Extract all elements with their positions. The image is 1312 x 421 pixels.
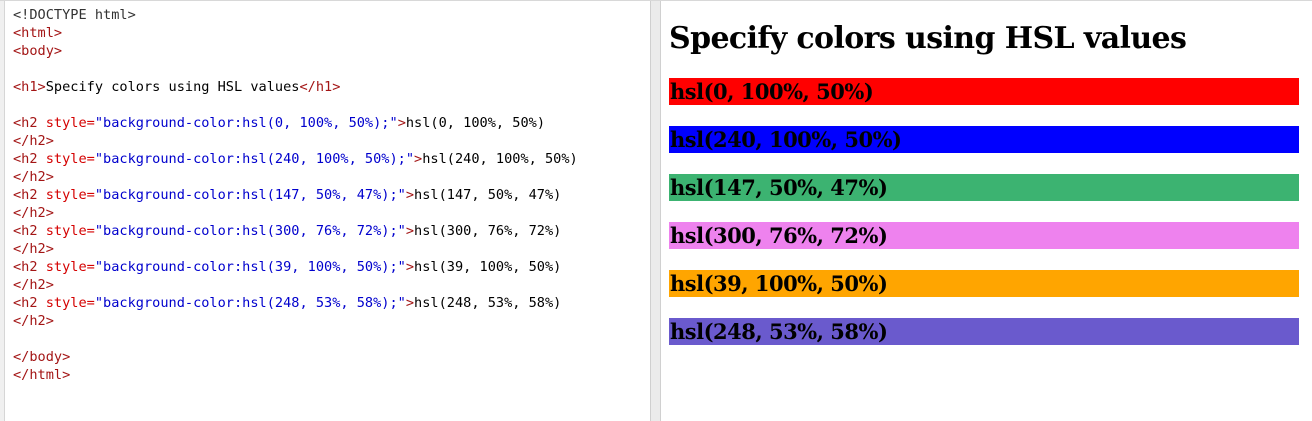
- code-token-tag: </h2>: [13, 133, 54, 149]
- code-token-text: hsl(248, 53%, 58%): [414, 295, 562, 311]
- code-token-text: hsl(0, 100%, 50%): [405, 115, 546, 131]
- code-line: </h2>: [13, 276, 578, 294]
- code-token-tag: <h2: [13, 115, 38, 131]
- code-token-val: "background-color:hsl(240, 100%, 50%);": [94, 151, 415, 167]
- code-token-tag: </h1>: [299, 79, 341, 95]
- code-token-tag: <body>: [13, 43, 63, 59]
- code-token-tag: </body>: [13, 349, 71, 365]
- code-token-val: "background-color:hsl(300, 76%, 72%);": [94, 223, 406, 239]
- code-token-tag: >: [397, 115, 406, 131]
- code-token-text: hsl(147, 50%, 47%): [414, 187, 562, 203]
- code-token-text: hsl(240, 100%, 50%): [422, 151, 578, 167]
- code-token-tag: </h2>: [13, 205, 54, 221]
- code-editor-text[interactable]: <!DOCTYPE html> <html> <body> <h1>Specify …: [13, 6, 578, 384]
- code-token-attr: style=: [37, 115, 95, 131]
- color-swatch: hsl(240, 100%, 50%): [669, 126, 1299, 153]
- code-line: <h1>Specify colors using HSL values</h1>: [13, 78, 578, 96]
- code-line: <html>: [13, 24, 578, 42]
- result-heading: Specify colors using HSL values: [669, 21, 1187, 56]
- result-pane: Specify colors using HSL values hsl(0, 1…: [661, 1, 1312, 421]
- code-token-tag: >: [405, 259, 415, 275]
- code-line: [13, 60, 578, 78]
- code-token-tag: <h2: [13, 259, 38, 275]
- code-line: </h2>: [13, 240, 578, 258]
- code-line: </h2>: [13, 132, 578, 150]
- code-line: <h2 style="background-color:hsl(248, 53%…: [13, 294, 578, 312]
- color-swatch: hsl(147, 50%, 47%): [669, 174, 1299, 201]
- code-token-tag: <h2: [13, 151, 38, 167]
- code-line: [13, 96, 578, 114]
- code-token-tag: >: [405, 187, 415, 203]
- code-token-tag: <h2: [13, 295, 38, 311]
- code-line: <body>: [13, 42, 578, 60]
- code-token-text: hsl(300, 76%, 72%): [414, 223, 562, 239]
- code-token-attr: style=: [37, 223, 95, 239]
- code-token-val: "background-color:hsl(0, 100%, 50%);": [94, 115, 398, 131]
- code-token-attr: style=: [37, 151, 95, 167]
- code-editor-pane[interactable]: <!DOCTYPE html> <html> <body> <h1>Specify …: [4, 1, 651, 421]
- code-line: <h2 style="background-color:hsl(0, 100%,…: [13, 114, 578, 132]
- color-swatch: hsl(39, 100%, 50%): [669, 270, 1299, 297]
- code-line: </h2>: [13, 168, 578, 186]
- code-token-text: Specify colors using HSL values: [45, 79, 300, 95]
- code-line: <h2 style="background-color:hsl(240, 100…: [13, 150, 578, 168]
- code-token-val: "background-color:hsl(147, 50%, 47%);": [94, 187, 406, 203]
- code-token-tag: <html>: [13, 25, 63, 41]
- color-swatch: hsl(248, 53%, 58%): [669, 318, 1299, 345]
- code-line: </h2>: [13, 312, 578, 330]
- code-token-text: hsl(39, 100%, 50%): [414, 259, 562, 275]
- code-token-doctype: <!DOCTYPE html>: [13, 7, 136, 23]
- code-token-attr: style=: [37, 259, 95, 275]
- code-token-attr: style=: [37, 295, 95, 311]
- code-token-tag: <h1>: [13, 79, 46, 95]
- color-swatch: hsl(300, 76%, 72%): [669, 222, 1299, 249]
- code-token-tag: </h2>: [13, 313, 54, 329]
- code-line: <!DOCTYPE html>: [13, 6, 578, 24]
- color-swatch: hsl(0, 100%, 50%): [669, 78, 1299, 105]
- code-token-tag: <h2: [13, 187, 38, 203]
- code-line: <h2 style="background-color:hsl(147, 50%…: [13, 186, 578, 204]
- code-token-tag: </h2>: [13, 241, 54, 257]
- code-token-tag: </html>: [13, 367, 71, 383]
- code-token-tag: >: [405, 295, 415, 311]
- code-token-attr: style=: [37, 187, 95, 203]
- code-line: [13, 330, 578, 348]
- code-token-tag: >: [405, 223, 415, 239]
- code-line: </h2>: [13, 204, 578, 222]
- code-token-tag: >: [414, 151, 423, 167]
- code-token-tag: <h2: [13, 223, 38, 239]
- code-token-val: "background-color:hsl(39, 100%, 50%);": [94, 259, 406, 275]
- code-line: <h2 style="background-color:hsl(300, 76%…: [13, 222, 578, 240]
- pane-splitter[interactable]: [651, 1, 661, 421]
- code-line: <h2 style="background-color:hsl(39, 100%…: [13, 258, 578, 276]
- code-token-tag: </h2>: [13, 277, 54, 293]
- code-line: </html>: [13, 366, 578, 384]
- code-line: </body>: [13, 348, 578, 366]
- code-token-tag: </h2>: [13, 169, 54, 185]
- code-token-val: "background-color:hsl(248, 53%, 58%);": [94, 295, 406, 311]
